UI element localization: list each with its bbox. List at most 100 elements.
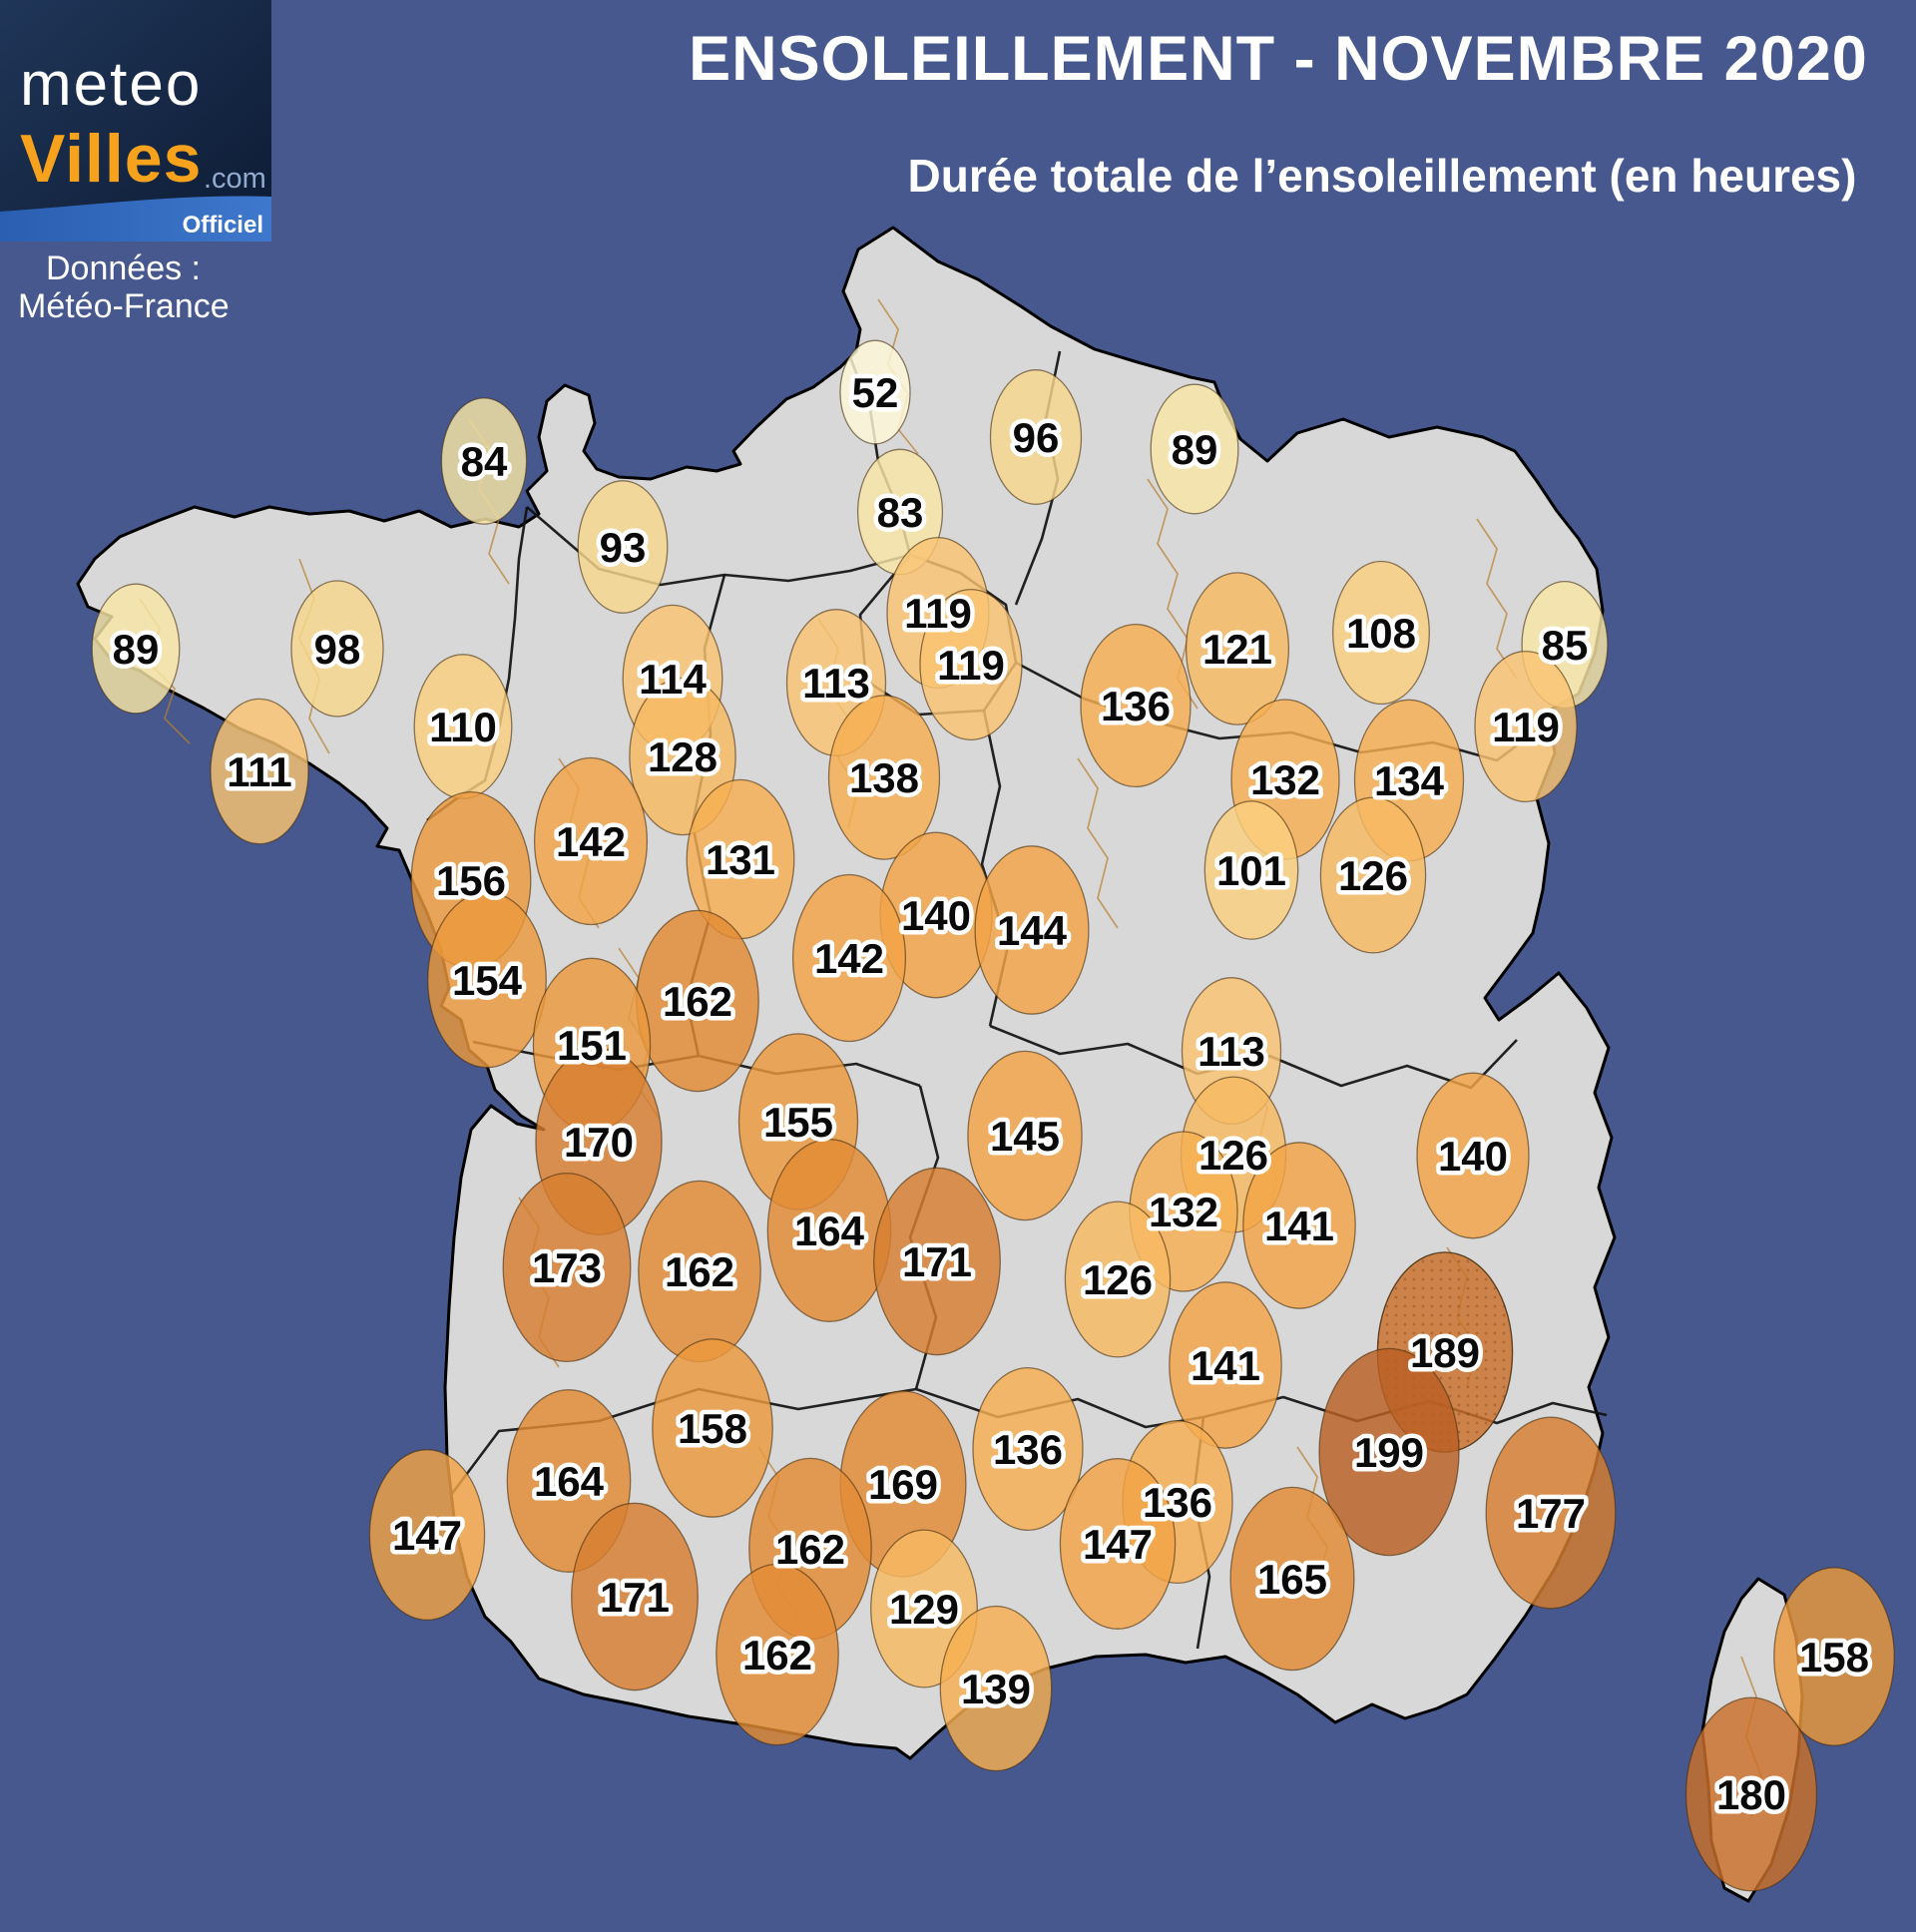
station-value-label: 134 [1374, 757, 1445, 804]
station-value-label: 164 [794, 1208, 865, 1254]
station-value-label: 173 [532, 1244, 602, 1291]
station-value-label: 136 [1143, 1479, 1212, 1526]
station-value-label: 85 [1542, 622, 1589, 669]
station-ellipse [1059, 1458, 1177, 1630]
station-value-label: 132 [1149, 1189, 1218, 1235]
station-ellipse [1319, 796, 1427, 954]
station-value-label: 199 [1354, 1429, 1424, 1476]
source-value: Météo-France [18, 287, 230, 325]
station-value-label: 128 [648, 733, 718, 780]
station-ellipse [1080, 623, 1192, 788]
station-value-label: 155 [763, 1099, 833, 1146]
station-value-label: 84 [461, 438, 508, 485]
station-value-label: 139 [961, 1666, 1031, 1712]
station-ellipse [1242, 1142, 1356, 1309]
station-ellipse [427, 891, 547, 1069]
station-ellipse [827, 695, 941, 860]
page-subtitle: Durée totale de l’ensoleillement (en heu… [908, 150, 1857, 202]
station-value-label: 144 [997, 907, 1068, 954]
station-value-label: 131 [706, 836, 775, 883]
station-ellipse [577, 480, 669, 614]
station-value-label: 110 [429, 704, 497, 750]
station-value-label: 98 [314, 626, 361, 673]
station-value-label: 119 [904, 590, 972, 637]
station-value-label: 96 [1013, 414, 1060, 461]
station-value-label: 126 [1338, 852, 1408, 899]
station-ellipse [1474, 650, 1578, 803]
station-ellipse [210, 698, 309, 845]
station-value-label: 132 [1250, 756, 1320, 803]
station-ellipse [989, 369, 1083, 505]
station-value-label: 147 [392, 1512, 462, 1559]
station-value-label: 93 [600, 524, 647, 571]
station-value-label: 169 [868, 1461, 938, 1508]
station-value-label: 162 [665, 1248, 734, 1295]
station-ellipse [1684, 1696, 1818, 1892]
station-value-label: 140 [1438, 1133, 1508, 1180]
station-value-label: 136 [993, 1426, 1063, 1473]
station-value-label: 126 [1198, 1132, 1268, 1179]
station-ellipse [652, 1338, 773, 1518]
station-ellipse [972, 1366, 1084, 1532]
station-value-label: 162 [663, 978, 732, 1025]
station-ellipse [1332, 560, 1430, 706]
station-value-label: 141 [1264, 1203, 1334, 1249]
station-ellipse [368, 1449, 486, 1621]
meteovilles-logo: meteo Villes .com Officiel [0, 0, 271, 242]
station-ellipse [1318, 1347, 1460, 1557]
station-value-label: 113 [1198, 1028, 1265, 1075]
station-value-label: 177 [1516, 1490, 1586, 1537]
station-ellipse [1185, 572, 1290, 725]
station-symbols [91, 339, 1895, 1892]
station-value-label: 101 [1216, 847, 1286, 894]
station-ellipse [440, 397, 528, 525]
station-ellipse [91, 583, 181, 715]
station-value-label: 108 [1346, 610, 1416, 657]
station-value-label: 162 [742, 1632, 812, 1679]
station-value-label: 156 [436, 857, 506, 904]
logo-villes-text: Villes [20, 121, 202, 197]
station-value-label: 129 [889, 1586, 959, 1633]
station-value-label: 180 [1716, 1771, 1786, 1818]
station-ellipse [1773, 1567, 1895, 1746]
logo-meteo-text: meteo [20, 50, 202, 119]
station-value-label: 158 [678, 1405, 747, 1452]
station-ellipse [967, 1050, 1083, 1221]
station-ellipse [571, 1502, 699, 1691]
station-value-label: 52 [852, 369, 899, 416]
station-ellipse [1485, 1416, 1617, 1610]
station-value-label: 171 [902, 1238, 972, 1285]
page-title: ENSOLEILLEMENT - NOVEMBRE 2020 [689, 24, 1868, 94]
station-value-label: 111 [227, 748, 291, 795]
station-ellipse [290, 580, 384, 718]
logo-com-text: .com [204, 163, 266, 195]
station-ellipse [1416, 1072, 1530, 1239]
station-value-label: 114 [639, 656, 707, 703]
station-value-label: 164 [534, 1458, 605, 1505]
station-value-label: 138 [849, 754, 919, 801]
station-ellipse [1150, 383, 1239, 515]
station-value-label: 154 [452, 957, 523, 1004]
station-ellipse [974, 845, 1090, 1015]
station-ellipse [939, 1605, 1053, 1772]
station-value-label: 89 [1172, 426, 1218, 473]
station-value-label: 126 [1083, 1256, 1153, 1303]
station-ellipse [839, 339, 911, 445]
station-value-label: 142 [814, 935, 884, 982]
logo-officiel-badge: Officiel [183, 212, 263, 239]
data-source: Données : Météo-France [18, 249, 230, 325]
station-ellipse [1064, 1201, 1172, 1358]
station-value-label: 119 [1492, 704, 1560, 750]
station-value-label: 119 [937, 642, 1005, 689]
station-ellipse [873, 1167, 1001, 1356]
logo-wave-band [0, 196, 271, 242]
station-value-label: 170 [564, 1119, 634, 1166]
station-value-label: 165 [1257, 1556, 1327, 1603]
station-ellipse [716, 1563, 839, 1746]
station-value-label: 83 [877, 489, 924, 536]
source-label: Données : [46, 249, 201, 287]
station-value-label: 140 [901, 892, 971, 939]
